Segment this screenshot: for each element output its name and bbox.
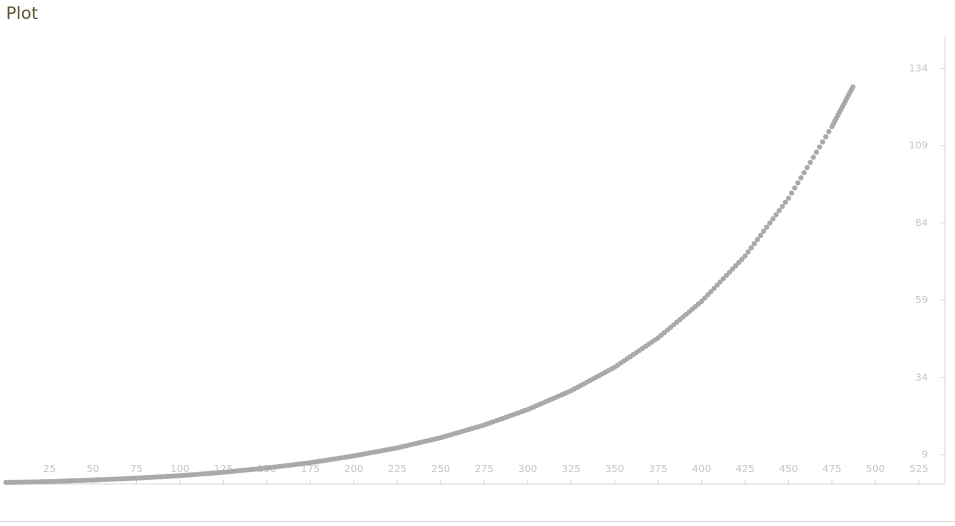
- x-tick-label: 400: [692, 464, 711, 475]
- y-tick-label: 134: [909, 63, 928, 74]
- data-point: [739, 256, 745, 262]
- data-point: [785, 195, 792, 201]
- data-point: [764, 224, 770, 230]
- x-tick-label: 275: [475, 464, 494, 475]
- data-point: [816, 144, 823, 150]
- data-point: [792, 185, 798, 191]
- data-point: [717, 279, 723, 285]
- data-point: [711, 285, 717, 292]
- data-point: [789, 190, 795, 196]
- data-point: [779, 203, 785, 210]
- x-tick-label: 375: [649, 464, 668, 475]
- x-tick-label: 300: [518, 464, 537, 475]
- data-point: [723, 272, 730, 279]
- data-point: [733, 263, 739, 269]
- x-tick-label: 350: [605, 464, 624, 475]
- x-tick-label: 250: [431, 464, 450, 475]
- data-point: [804, 164, 810, 171]
- chart-title: Plot: [6, 4, 39, 24]
- data-point: [705, 292, 711, 298]
- data-point: [807, 159, 813, 165]
- y-tick-label: 34: [915, 372, 928, 383]
- data-point: [826, 129, 832, 135]
- x-tick-label: 75: [130, 464, 143, 475]
- data-point: [748, 245, 754, 251]
- data-point: [757, 232, 764, 238]
- data-point: [702, 295, 708, 301]
- x-tick-label: 475: [822, 464, 841, 475]
- data-point: [714, 282, 720, 288]
- x-tick-label: 450: [779, 464, 798, 475]
- data-point: [850, 84, 856, 90]
- data-point: [773, 212, 779, 218]
- data-point: [698, 298, 705, 304]
- x-tick-label: 500: [866, 464, 885, 475]
- y-tick-label: 59: [915, 295, 928, 306]
- data-point: [726, 269, 733, 275]
- data-point: [810, 154, 816, 160]
- data-point: [820, 139, 826, 145]
- data-point: [708, 289, 714, 295]
- x-tick-label: 525: [909, 464, 928, 475]
- data-point: [776, 207, 782, 214]
- data-point: [745, 249, 751, 255]
- x-tick-label: 325: [562, 464, 581, 475]
- data-point: [823, 134, 829, 140]
- x-tick-label: 175: [301, 464, 320, 475]
- data-point: [751, 241, 757, 247]
- data-point: [801, 170, 807, 176]
- x-tick-label: 50: [87, 464, 100, 475]
- data-point: [813, 149, 820, 155]
- data-point: [767, 220, 773, 226]
- data-point: [742, 253, 748, 259]
- y-tick-label: 9: [922, 450, 928, 461]
- data-point: [730, 266, 736, 272]
- bottom-divider: [0, 521, 955, 522]
- x-tick-label: 125: [214, 464, 233, 475]
- data-point: [798, 175, 804, 181]
- x-tick-label: 200: [344, 464, 363, 475]
- x-tick-label: 425: [735, 464, 754, 475]
- data-point: [770, 216, 776, 222]
- data-point: [754, 236, 761, 243]
- x-tick-label: 100: [170, 464, 189, 475]
- y-tick-label: 109: [909, 141, 928, 152]
- data-point: [795, 180, 801, 186]
- x-tick-label: 225: [388, 464, 407, 475]
- x-tick-label: 25: [43, 464, 56, 475]
- data-point: [782, 199, 788, 205]
- data-point: [736, 259, 742, 266]
- data-point: [761, 228, 767, 234]
- data-point: [720, 276, 726, 282]
- y-tick-label: 84: [915, 218, 928, 229]
